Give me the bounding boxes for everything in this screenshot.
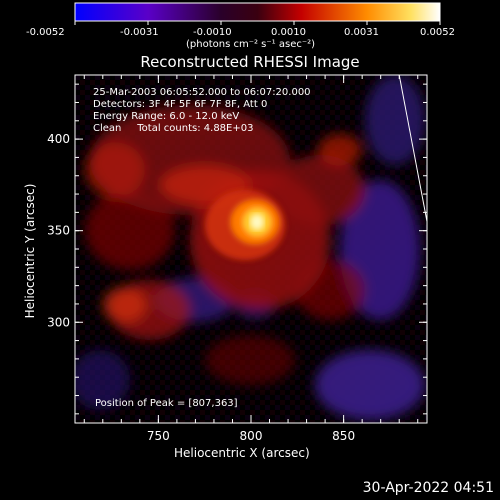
colorbar-gradient [74, 2, 441, 22]
solar-limb-line [398, 74, 428, 222]
peak-position-text: Position of Peak = [807,363] [95, 398, 238, 409]
colorbar-tick-label: 0.0052 [420, 27, 455, 38]
colorbar [74, 2, 441, 25]
y-tick-label: 400 [47, 132, 70, 146]
energy-range-text: Energy Range: 6.0 - 12.0 keV [93, 111, 240, 122]
x-tick-label: 800 [240, 429, 263, 443]
detectors-text: Detectors: 3F 4F 5F 6F 7F 8F, Att 0 [93, 99, 268, 110]
chart-title: Reconstructed RHESSI Image [140, 53, 360, 71]
colorbar-tick-label: -0.0010 [193, 27, 232, 38]
colorbar-tick-label: -0.0031 [120, 27, 159, 38]
observation-time-text: 25-Mar-2003 06:05:52.000 to 06:07:20.000 [93, 87, 311, 98]
heatmap-image [75, 75, 427, 423]
y-tick-label: 350 [47, 224, 70, 238]
colorbar-tick-label: -0.0052 [26, 27, 65, 38]
y-axis-label: Heliocentric Y (arcsec) [23, 183, 37, 319]
timestamp: 30-Apr-2022 04:51 [362, 480, 494, 496]
y-tick-label: 300 [47, 315, 70, 329]
x-axis-label: Heliocentric X (arcsec) [174, 446, 310, 460]
colorbar-tick-label: 0.0010 [271, 27, 306, 38]
colorbar-tick-label: 0.0031 [344, 27, 379, 38]
x-tick-label: 750 [147, 429, 170, 443]
clean-counts-text: Clean Total counts: 4.88E+03 [93, 123, 254, 134]
colorbar-units-label: (photons cm⁻² s⁻¹ asec⁻²) [186, 39, 316, 50]
peak-source [250, 214, 264, 230]
x-tick-label: 850 [332, 429, 355, 443]
colorbar-ticks [74, 21, 441, 25]
